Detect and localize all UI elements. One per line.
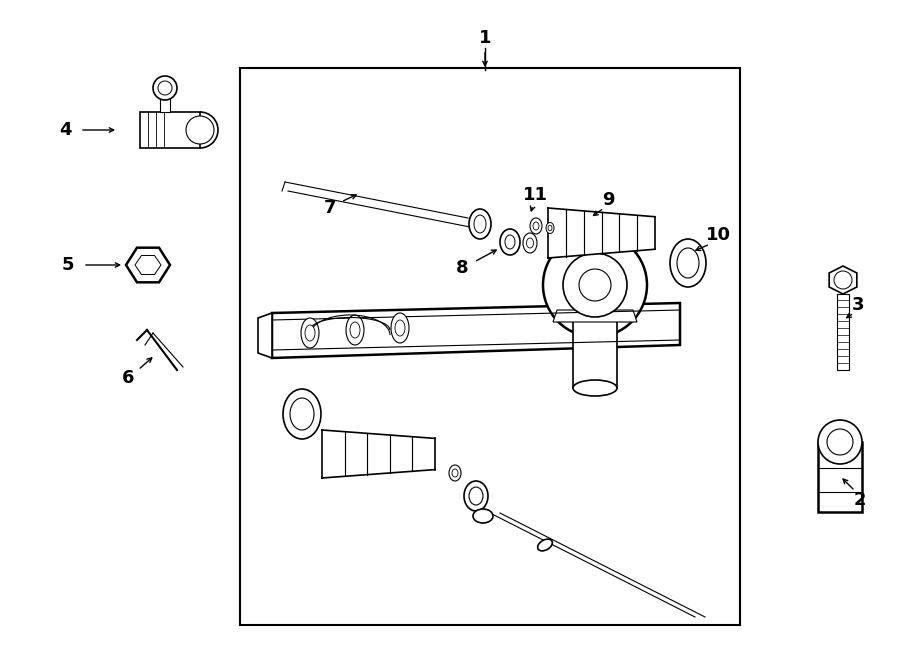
Ellipse shape — [505, 235, 515, 249]
Ellipse shape — [301, 318, 319, 348]
Ellipse shape — [533, 222, 539, 230]
Polygon shape — [126, 248, 170, 282]
Text: 1: 1 — [479, 29, 491, 47]
Polygon shape — [573, 320, 617, 388]
Text: 2: 2 — [854, 491, 866, 509]
Ellipse shape — [469, 487, 483, 505]
Polygon shape — [553, 310, 637, 322]
Polygon shape — [272, 303, 680, 358]
Text: 7: 7 — [324, 199, 337, 217]
Ellipse shape — [537, 539, 553, 551]
Polygon shape — [322, 430, 435, 478]
Text: 5: 5 — [62, 256, 74, 274]
Ellipse shape — [290, 398, 314, 430]
Circle shape — [543, 233, 647, 337]
Text: 11: 11 — [523, 186, 547, 204]
Ellipse shape — [526, 238, 534, 248]
Circle shape — [563, 253, 627, 317]
Polygon shape — [829, 266, 857, 294]
Ellipse shape — [473, 509, 493, 523]
Ellipse shape — [350, 322, 360, 338]
Text: 6: 6 — [122, 369, 134, 387]
Ellipse shape — [395, 320, 405, 336]
Polygon shape — [548, 208, 655, 258]
Ellipse shape — [474, 215, 486, 233]
Circle shape — [158, 81, 172, 95]
Polygon shape — [135, 255, 161, 274]
Circle shape — [818, 420, 862, 464]
Ellipse shape — [546, 223, 554, 233]
Text: 3: 3 — [851, 296, 864, 314]
Ellipse shape — [573, 380, 617, 396]
Ellipse shape — [391, 313, 409, 343]
Circle shape — [579, 269, 611, 301]
Text: 8: 8 — [455, 259, 468, 277]
Ellipse shape — [469, 209, 491, 239]
Circle shape — [186, 116, 214, 144]
Ellipse shape — [464, 481, 488, 511]
Text: 10: 10 — [706, 226, 731, 244]
Ellipse shape — [500, 229, 520, 255]
Ellipse shape — [670, 239, 706, 287]
Polygon shape — [258, 313, 272, 358]
Text: 9: 9 — [602, 191, 614, 209]
Ellipse shape — [283, 389, 321, 439]
Ellipse shape — [305, 325, 315, 341]
Circle shape — [834, 271, 852, 289]
Bar — [240, 68, 740, 625]
Polygon shape — [160, 92, 170, 112]
Ellipse shape — [677, 248, 699, 278]
Ellipse shape — [530, 218, 542, 234]
Ellipse shape — [449, 465, 461, 481]
Circle shape — [153, 76, 177, 100]
Ellipse shape — [452, 469, 458, 477]
Ellipse shape — [548, 225, 552, 231]
Ellipse shape — [523, 233, 537, 253]
Text: 4: 4 — [58, 121, 71, 139]
Ellipse shape — [346, 315, 364, 345]
Polygon shape — [837, 294, 849, 370]
Circle shape — [827, 429, 853, 455]
Polygon shape — [818, 442, 862, 512]
Polygon shape — [140, 112, 200, 148]
